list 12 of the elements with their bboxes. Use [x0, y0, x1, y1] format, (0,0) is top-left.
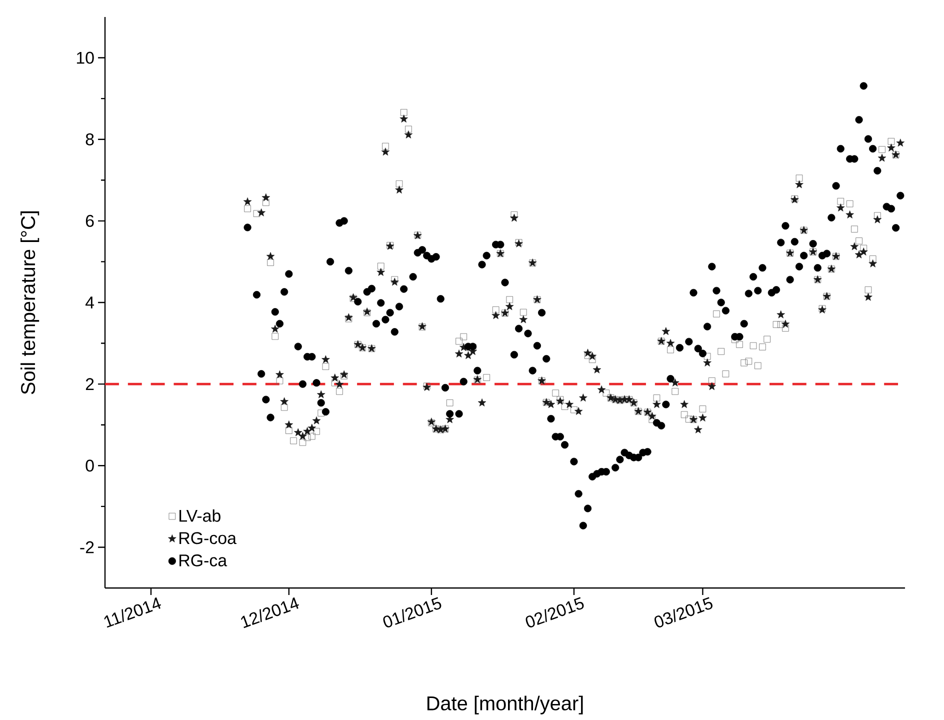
legend-label: RG-ca	[180, 554, 228, 566]
y-tick-label: 8	[86, 133, 94, 146]
y-axis-title: Soil temperature [°C]	[20, 211, 40, 394]
y-tick-label: 2	[86, 378, 94, 390]
y-tick-label: 10	[76, 52, 94, 64]
legend-label: RG-coa	[180, 532, 236, 544]
y-tick-label: 0	[86, 460, 94, 472]
y-tick-label: -2	[80, 541, 94, 554]
legend-label: LV-ab	[180, 509, 220, 522]
y-tick-label: 4	[85, 296, 94, 308]
x-axis-title: Date [month/year]	[427, 696, 583, 714]
y-tick-label: 6	[86, 214, 94, 227]
